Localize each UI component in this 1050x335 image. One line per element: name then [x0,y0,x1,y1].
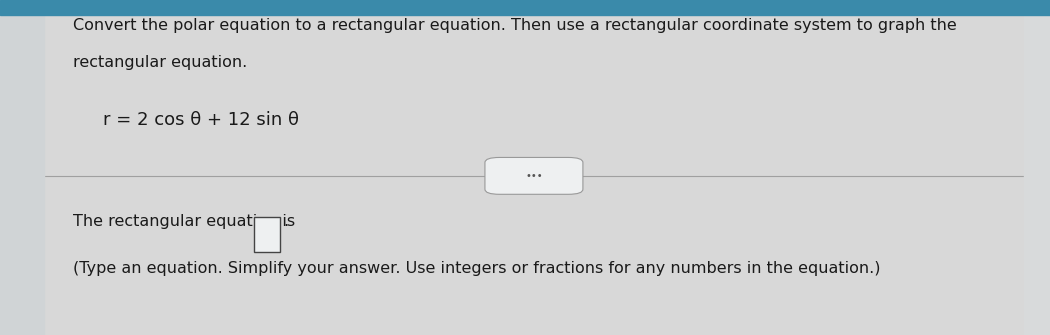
Text: —: — [17,99,27,110]
Text: The rectangular equation is: The rectangular equation is [74,214,300,229]
Text: rectangular equation.: rectangular equation. [74,55,248,70]
Text: Convert the polar equation to a rectangular equation. Then use a rectangular coo: Convert the polar equation to a rectangu… [74,18,958,34]
Text: ←: ← [17,66,27,79]
FancyBboxPatch shape [485,157,583,194]
Text: •••: ••• [525,171,543,181]
Text: .: . [284,214,289,229]
Text: ▲: ▲ [18,154,26,164]
Text: (Type an equation. Simplify your answer. Use integers or fractions for any numbe: (Type an equation. Simplify your answer.… [74,261,881,276]
Text: r = 2 cos θ + 12 sin θ: r = 2 cos θ + 12 sin θ [103,111,299,129]
FancyBboxPatch shape [254,217,280,252]
